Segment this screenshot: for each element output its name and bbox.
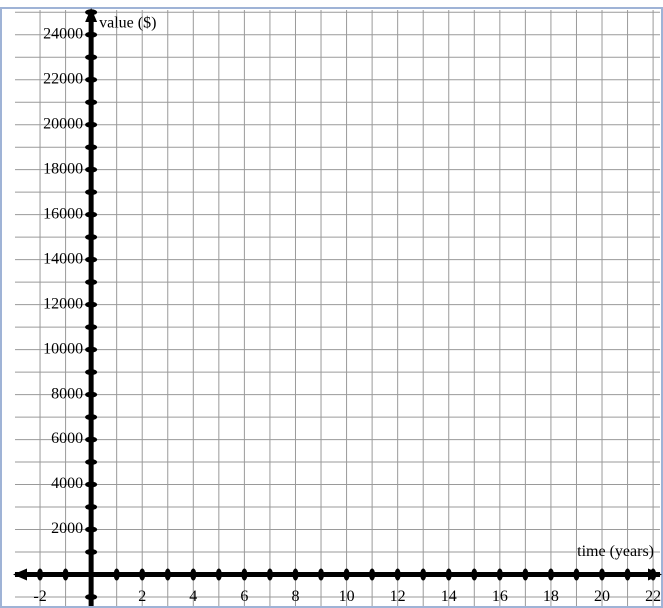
y-tick-label: 20000 (43, 115, 83, 132)
axis-dot (241, 568, 248, 581)
x-axis-label: time (years) (577, 543, 654, 560)
x-tick-label: 20 (594, 588, 610, 605)
axis-dot (85, 279, 98, 286)
frame (0, 7, 663, 608)
axis-dot (215, 568, 222, 581)
axis-dot (599, 568, 606, 581)
y-tick-label: 8000 (51, 385, 83, 402)
axis-dot (85, 9, 98, 16)
axis-dot (471, 568, 478, 581)
y-axis-label: value ($) (99, 15, 156, 32)
axis-dot (85, 234, 98, 241)
axis-dot (62, 568, 69, 581)
x-axis-arrow (13, 568, 27, 581)
y-tick-label: 10000 (43, 340, 83, 357)
x-tick-label: 2 (138, 588, 146, 605)
y-tick-label: 22000 (43, 70, 83, 87)
axis-dot (85, 369, 98, 376)
axis-dot (343, 568, 350, 581)
axis-dot (496, 568, 503, 581)
x-tick-label: 16 (492, 588, 508, 605)
axis-dot (37, 568, 44, 581)
axis-dot (85, 414, 98, 421)
axis-dot (522, 568, 529, 581)
axis-dot (547, 568, 554, 581)
axis-dot (164, 568, 171, 581)
y-tick-label: 4000 (51, 475, 83, 492)
x-tick-label: 18 (543, 588, 559, 605)
axis-dot (85, 301, 98, 308)
y-tick-label: 16000 (43, 205, 83, 222)
y-tick-label: 24000 (43, 25, 83, 42)
axis-dot (85, 459, 98, 466)
axis-dot (85, 189, 98, 196)
axis-dot (85, 54, 98, 61)
axis-dot (85, 166, 98, 173)
axis-dot (85, 144, 98, 151)
y-tick-label: 12000 (43, 295, 83, 312)
y-tick-label: 2000 (51, 520, 83, 537)
axis-dot (394, 568, 401, 581)
y-tick-label: 14000 (43, 250, 83, 267)
axis-dot (190, 568, 197, 581)
axis-dot (85, 31, 98, 38)
axis-dot (650, 568, 657, 581)
y-tick-label: 6000 (51, 430, 83, 447)
axis-dot (420, 568, 427, 581)
axis-dot (85, 504, 98, 511)
axis-dot (292, 568, 299, 581)
axis-dot (624, 568, 631, 581)
axis-dot (85, 121, 98, 128)
axis-dot (573, 568, 580, 581)
axis-dot (85, 526, 98, 533)
axis-dot (318, 568, 325, 581)
x-tick-label: 10 (339, 588, 355, 605)
x-tick-label: 4 (189, 588, 197, 605)
y-tick-label: 18000 (43, 160, 83, 177)
axis-dot (85, 211, 98, 218)
axis-dot (369, 568, 376, 581)
x-tick-label: 22 (645, 588, 661, 605)
axis-dot (266, 568, 273, 581)
axis-dot (85, 76, 98, 83)
axis-dot (85, 256, 98, 263)
x-tick-label: 8 (291, 588, 299, 605)
axis-dot (85, 391, 98, 398)
x-tick-label: 12 (390, 588, 406, 605)
axis-dot (85, 481, 98, 488)
axis-dot (445, 568, 452, 581)
axis-dot (85, 436, 98, 443)
x-tick-label: -2 (33, 588, 46, 605)
x-tick-label: 6 (240, 588, 248, 605)
axis-dot (139, 568, 146, 581)
axis-dot (85, 594, 98, 601)
axis-dot (113, 568, 120, 581)
axis-dot (85, 549, 98, 556)
axis-dot (85, 346, 98, 353)
axis-dot (85, 324, 98, 331)
x-tick-label: 14 (441, 588, 457, 605)
axis-dot (85, 99, 98, 106)
